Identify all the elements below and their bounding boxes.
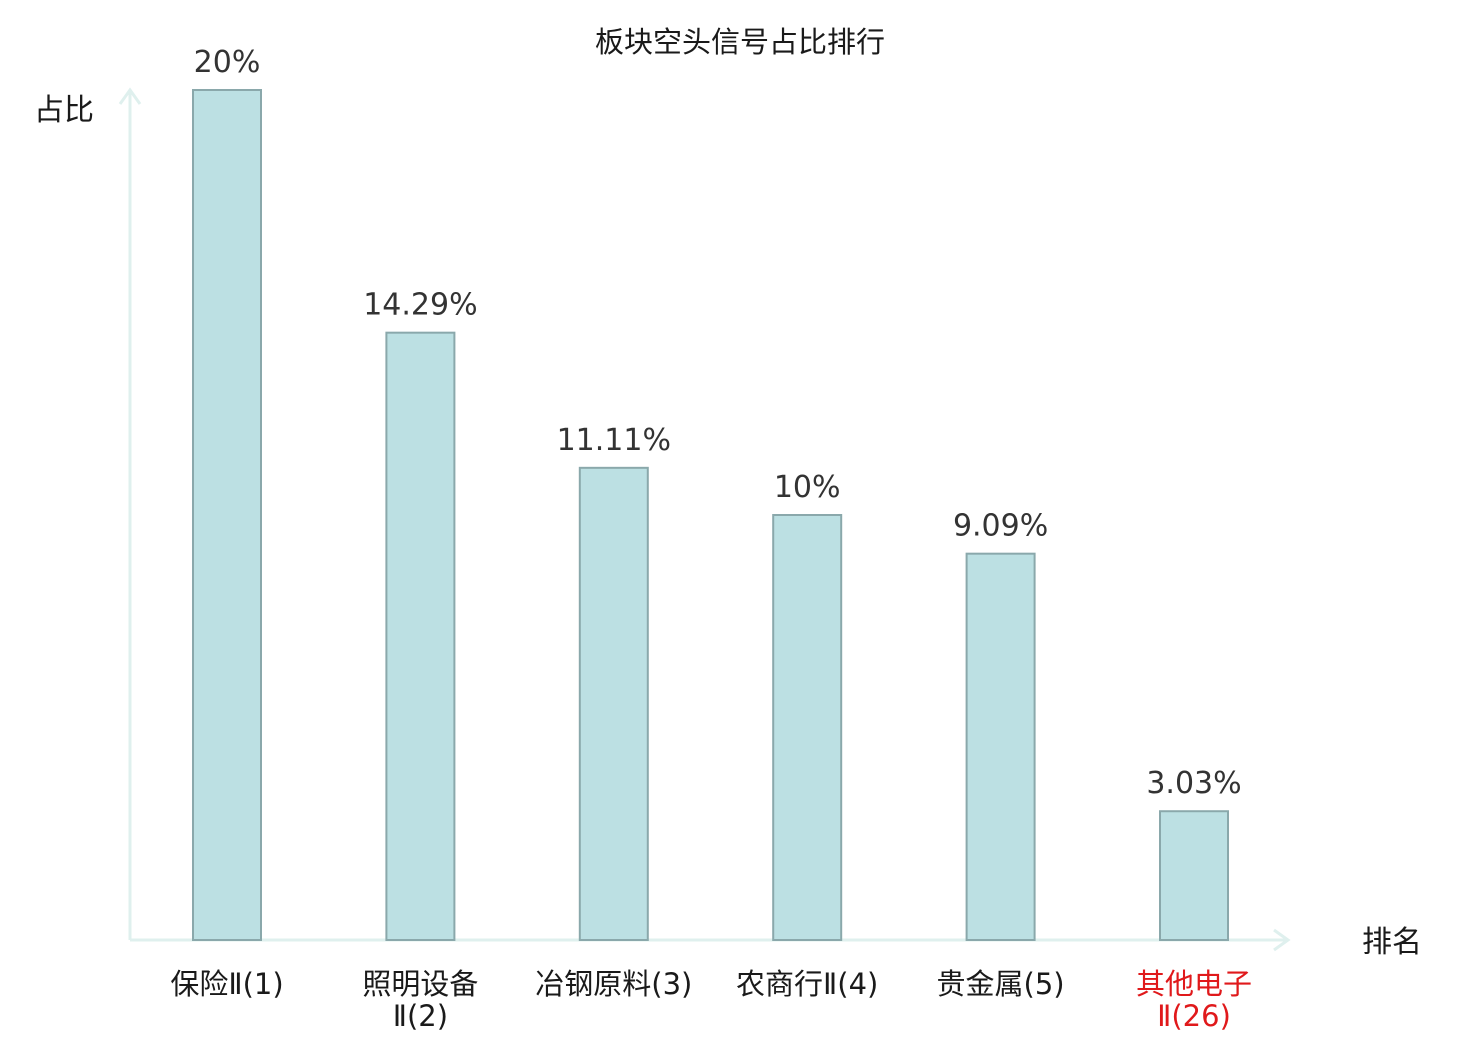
axes xyxy=(118,87,1291,952)
value-labels-group: 20% 14.29% 11.11% 10% 9.09% 3.03% xyxy=(194,45,1242,801)
x-tick-label-line: 其他电子 xyxy=(1136,967,1252,1001)
data-label: 3.03% xyxy=(1146,766,1241,801)
x-tick-label: 照明设备 Ⅱ(2) xyxy=(362,967,478,1033)
x-tick-label-line: Ⅱ(2) xyxy=(393,999,448,1033)
x-tick-label: 保险Ⅱ(1) xyxy=(170,967,283,1001)
bar xyxy=(965,552,1036,941)
bar xyxy=(578,466,649,941)
category-labels-group: 保险Ⅱ(1) 照明设备 Ⅱ(2)冶钢原料(3) 农商行Ⅱ(4) 贵金属(5) 其他电子 Ⅱ(… xyxy=(170,967,1252,1033)
chart-title: 板块空头信号占比排行 xyxy=(595,25,885,59)
x-tick-label-line: 照明设备 xyxy=(362,967,478,1001)
x-tick-label-line: 农商行Ⅱ(4) xyxy=(736,967,878,1001)
x-tick-label-line: 保险Ⅱ(1) xyxy=(170,967,283,1001)
x-tick-label: 其他电子 Ⅱ(26) xyxy=(1136,967,1252,1033)
y-axis-label: 占比 xyxy=(34,93,94,128)
bars-group xyxy=(192,89,1229,941)
x-tick-label: 农商行Ⅱ(4) xyxy=(736,967,878,1001)
bar xyxy=(385,331,456,941)
data-label: 20% xyxy=(194,45,261,80)
x-tick-label-line: 冶钢原料(3) xyxy=(535,967,692,1001)
data-label: 10% xyxy=(774,470,841,505)
bar xyxy=(192,89,262,941)
x-tick-label-line: 贵金属(5) xyxy=(937,967,1065,1001)
x-axis-arrow xyxy=(1273,928,1291,952)
data-label: 14.29% xyxy=(363,288,477,323)
x-tick-label: 冶钢原料(3) xyxy=(535,967,692,1001)
bar xyxy=(1159,810,1229,941)
data-label: 9.09% xyxy=(953,509,1048,544)
bar xyxy=(772,514,843,941)
x-axis-label: 排名 xyxy=(1362,925,1422,960)
x-tick-label-line: Ⅱ(26) xyxy=(1157,999,1231,1033)
y-axis-arrow xyxy=(118,87,142,105)
x-tick-label: 贵金属(5) xyxy=(937,967,1065,1001)
data-label: 11.11% xyxy=(557,423,671,458)
